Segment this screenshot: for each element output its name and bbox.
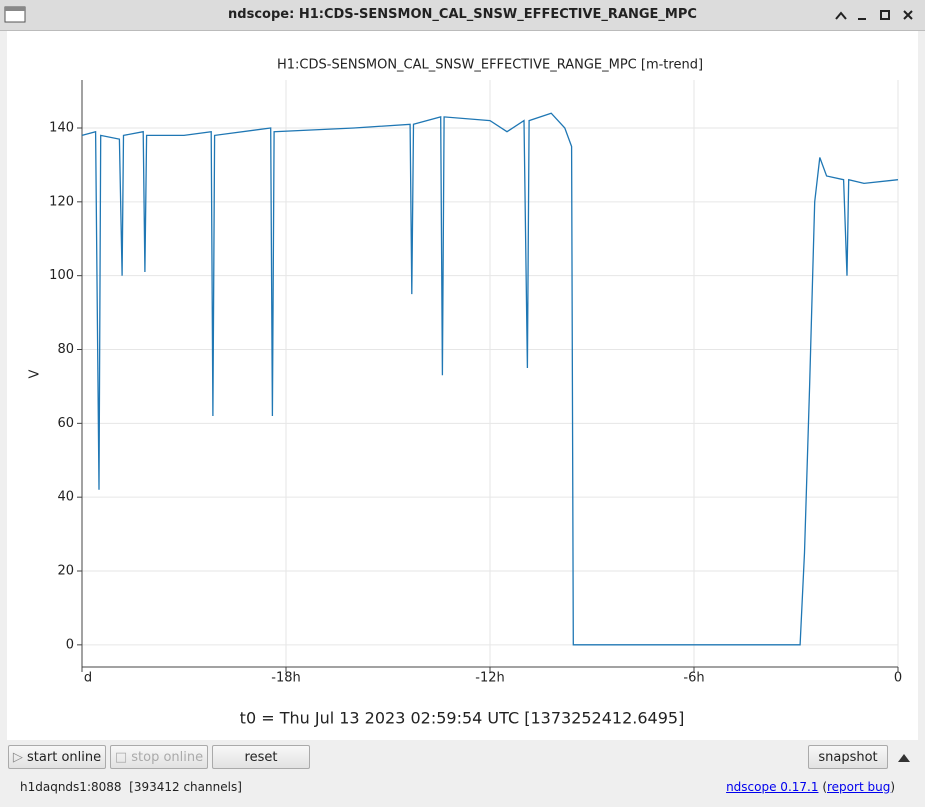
title-bar-icons	[4, 6, 913, 23]
y-tick-label: 80	[57, 342, 74, 357]
data-line	[81, 112, 899, 646]
report-bug-link[interactable]: report bug	[827, 780, 891, 794]
button-label: snapshot	[818, 750, 878, 765]
paren: )	[890, 780, 895, 794]
x-tick-label: 0	[894, 671, 902, 686]
y-tick-label: 120	[49, 194, 74, 209]
y-tick-label: 100	[49, 268, 74, 283]
y-tick-label: 20	[57, 564, 74, 579]
title-bar: ndscope: H1:CDS-SENSMON_CAL_SNSW_EFFECTI…	[0, 0, 925, 31]
status-text: h1daqnds1:8088 [393412 channels]	[20, 780, 242, 794]
plot-panel	[7, 31, 918, 740]
button-label: stop online	[131, 750, 204, 765]
y-axis-label: V	[28, 369, 43, 378]
start-online-button[interactable]: ▷ start online	[8, 745, 106, 769]
version-link[interactable]: ndscope 0.17.1	[726, 780, 819, 794]
x-tick-label: d	[84, 671, 92, 686]
x-tick-label: -18h	[271, 671, 300, 686]
app-icon-bar	[5, 7, 25, 11]
window-title: ndscope: H1:CDS-SENSMON_CAL_SNSW_EFFECTI…	[228, 7, 697, 22]
version-links: ndscope 0.17.1 (report bug)	[726, 780, 895, 794]
snapshot-button[interactable]: snapshot	[808, 745, 888, 769]
y-tick-label: 60	[57, 416, 74, 431]
maximize-button[interactable]	[880, 10, 890, 20]
button-label: start online	[27, 750, 102, 765]
y-tick-label: 140	[49, 120, 74, 135]
chart-title: H1:CDS-SENSMON_CAL_SNSW_EFFECTIVE_RANGE_…	[277, 58, 703, 73]
y-tick-label: 40	[57, 490, 74, 505]
close-button[interactable]	[903, 10, 913, 20]
t0-label: t0 = Thu Jul 13 2023 02:59:54 UTC [13732…	[240, 709, 685, 728]
y-tick-label: 0	[66, 637, 74, 652]
keep-above-button[interactable]	[835, 11, 847, 20]
reset-button[interactable]: reset	[212, 745, 310, 769]
button-label: reset	[244, 750, 278, 765]
stop-online-button[interactable]: □ stop online	[110, 745, 208, 769]
paren: (	[822, 780, 827, 794]
x-tick-label: -6h	[683, 671, 704, 686]
chart: H1:CDS-SENSMON_CAL_SNSW_EFFECTIVE_RANGE_…	[7, 31, 918, 740]
x-tick-label: -12h	[475, 671, 504, 686]
expand-toggle[interactable]	[896, 751, 912, 765]
